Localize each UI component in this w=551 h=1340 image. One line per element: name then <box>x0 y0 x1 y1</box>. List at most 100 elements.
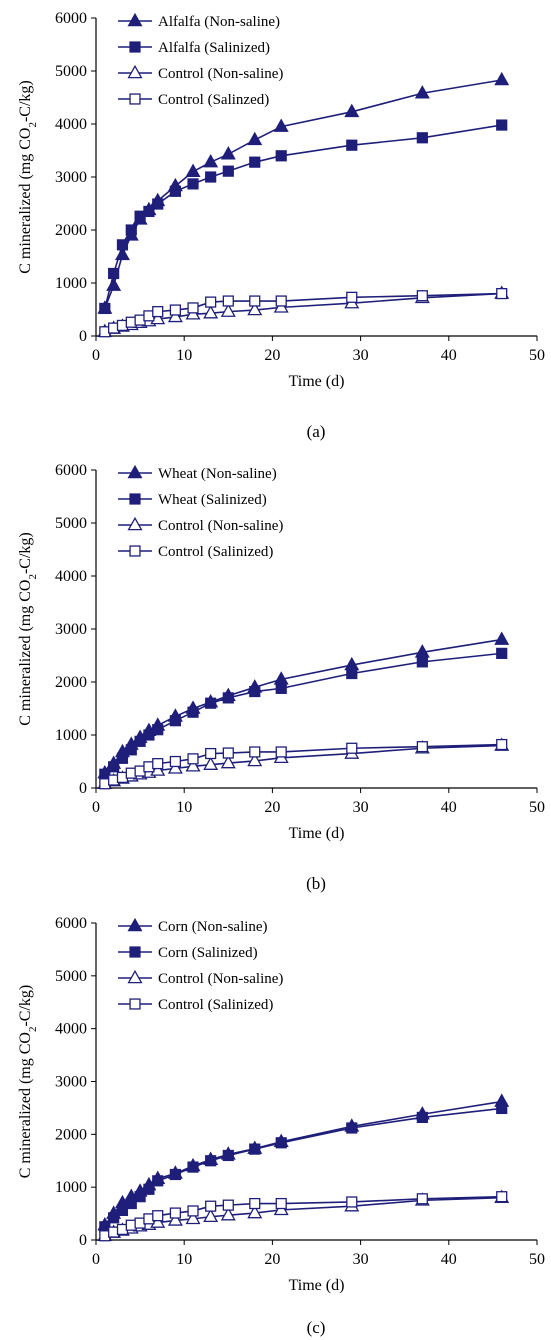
x-tick-label: 50 <box>529 347 545 364</box>
y-tick-label: 4000 <box>55 116 87 133</box>
data-point <box>346 1122 358 1134</box>
data-point <box>152 758 164 770</box>
data-point <box>496 119 508 131</box>
legend-entry: Alfalfa (Salinized) <box>158 40 270 56</box>
legend-marker <box>127 516 143 531</box>
x-tick-label: 40 <box>441 1251 457 1268</box>
data-point <box>185 1210 201 1225</box>
data-point <box>346 139 358 151</box>
data-point <box>275 682 287 694</box>
panel-label: (c) <box>307 1318 326 1337</box>
data-point <box>187 178 199 190</box>
series-line <box>104 743 502 785</box>
legend-entry: Corn (Salinized) <box>158 945 258 961</box>
y-tick-label: 2000 <box>55 674 87 691</box>
data-point <box>496 647 508 659</box>
y-tick-label: 2000 <box>55 1126 87 1143</box>
series-line <box>104 124 502 309</box>
panel-label: (b) <box>306 874 326 893</box>
data-point <box>116 1204 129 1217</box>
data-point <box>494 631 510 645</box>
legend-marker <box>127 64 143 79</box>
x-axis-title: Time (d) <box>289 825 345 842</box>
series-4 <box>99 287 508 338</box>
series-line <box>104 79 502 309</box>
data-point <box>125 224 137 236</box>
legend: Corn (Non-saline) Corn (Salinized) Control… <box>118 917 283 1013</box>
data-point <box>150 1214 166 1228</box>
data-point <box>344 103 360 118</box>
data-point <box>416 741 428 753</box>
data-point <box>416 1193 428 1205</box>
y-tick-label: 3000 <box>55 621 87 638</box>
x-tick-label: 30 <box>353 347 369 364</box>
legend-marker <box>129 946 141 958</box>
chart-panel-2: 0 1000 2000 3000 4000 5000 6000 0 10 20 30 40 50 Time… <box>17 462 545 893</box>
y-tick-label: 3000 <box>55 169 87 186</box>
y-tick-label: 1000 <box>55 275 87 292</box>
data-point <box>187 302 199 314</box>
legend-marker <box>129 41 141 53</box>
data-point <box>116 239 129 251</box>
data-point <box>247 752 263 767</box>
data-point <box>150 310 166 325</box>
series-4 <box>99 738 508 790</box>
data-point <box>134 1191 146 1203</box>
data-point <box>152 1175 164 1187</box>
data-point <box>249 295 261 307</box>
data-point <box>222 1199 234 1211</box>
series-1 <box>97 71 510 314</box>
data-point <box>496 1191 508 1203</box>
data-point <box>220 754 236 769</box>
data-point <box>414 85 430 99</box>
series-4 <box>99 1191 508 1242</box>
legend-marker <box>129 545 141 557</box>
y-tick-label: 5000 <box>55 515 87 532</box>
data-point <box>416 290 428 302</box>
legend-marker <box>129 493 141 505</box>
data-point <box>496 738 508 751</box>
data-point <box>220 303 236 317</box>
data-point <box>187 1161 199 1173</box>
data-point <box>143 1183 155 1195</box>
data-point <box>346 291 358 303</box>
data-point <box>205 171 217 183</box>
data-point <box>143 205 155 218</box>
x-tick-label: 20 <box>264 347 280 364</box>
legend: Alfalfa (Non-saline) Alfalfa (Salinized) C… <box>118 12 283 108</box>
chart-panel-1: 0 1000 2000 3000 4000 5000 6000 0 10 20 30 40 50 Time… <box>17 10 545 441</box>
x-tick-label: 0 <box>92 799 100 816</box>
data-point <box>169 755 181 768</box>
data-point <box>222 747 234 759</box>
x-tick-label: 10 <box>176 347 192 364</box>
data-point <box>275 1197 287 1210</box>
y-tick-label: 0 <box>79 780 87 797</box>
legend-entry: Control (Salinzed) <box>158 92 269 108</box>
legend-marker <box>127 464 143 479</box>
data-point <box>205 296 217 308</box>
legend-marker <box>127 969 143 984</box>
data-point <box>108 1212 120 1224</box>
legend-entry: Alfalfa (Non-saline) <box>158 14 280 30</box>
data-point <box>222 692 234 704</box>
data-point <box>496 1102 508 1115</box>
x-tick-label: 50 <box>529 799 545 816</box>
legend-entry: Control (Non-saline) <box>158 66 283 82</box>
data-point <box>205 697 217 709</box>
data-point <box>247 131 263 146</box>
data-point <box>346 667 358 680</box>
y-tick-label: 0 <box>79 1232 87 1249</box>
data-point <box>275 295 287 307</box>
data-point <box>203 1208 219 1223</box>
y-tick-label: 1000 <box>55 1179 87 1196</box>
legend: Wheat (Non-saline) Wheat (Salinized) Contr… <box>118 464 283 560</box>
x-tick-label: 20 <box>264 1251 280 1268</box>
data-point <box>169 1207 181 1219</box>
series-line <box>104 1195 502 1237</box>
y-tick-label: 6000 <box>55 915 87 932</box>
data-point <box>416 656 428 668</box>
legend-marker <box>127 12 143 27</box>
data-point <box>108 267 120 280</box>
data-point <box>125 1197 137 1210</box>
